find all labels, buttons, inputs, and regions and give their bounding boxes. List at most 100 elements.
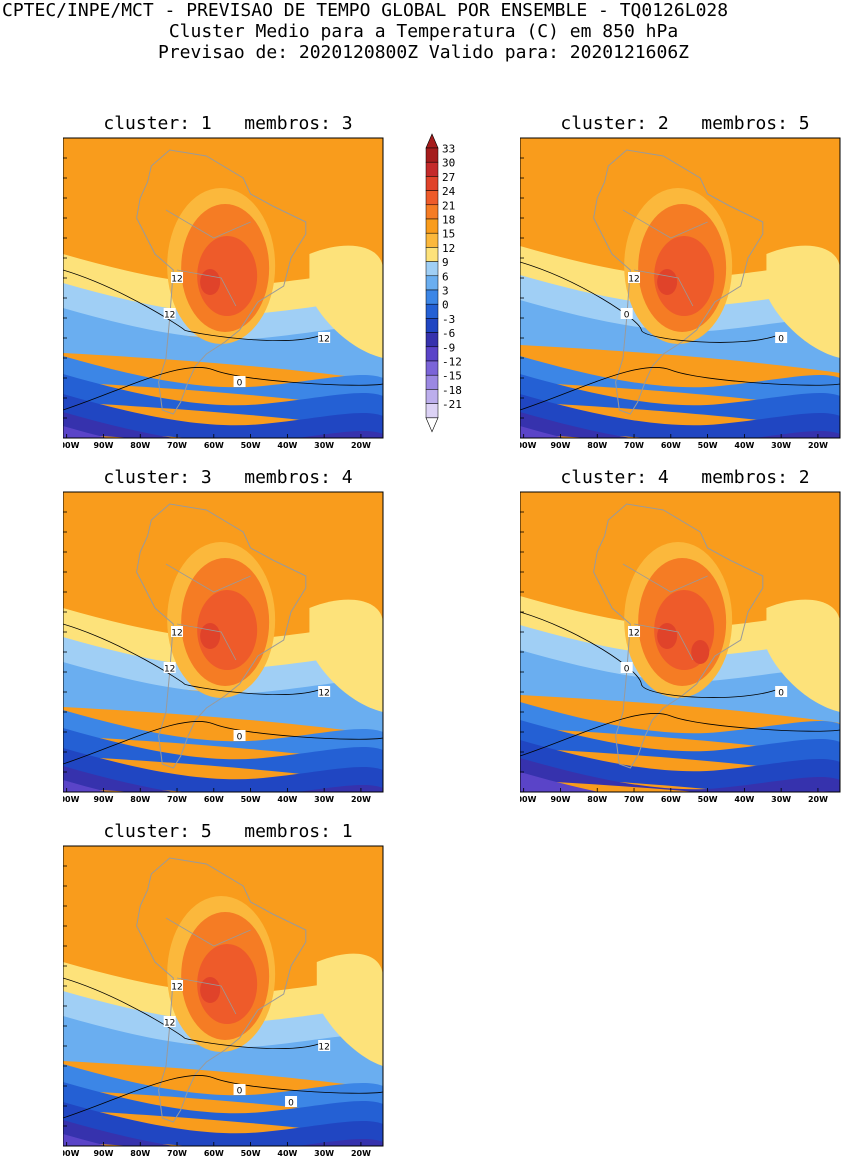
lon-tick-label: 30W bbox=[314, 795, 334, 804]
lon-tick-label: 100W bbox=[520, 795, 537, 804]
lon-tick-label: 30W bbox=[314, 441, 334, 450]
lon-tick-label: 80W bbox=[587, 795, 607, 804]
contour-label: 12 bbox=[318, 1043, 329, 1053]
colorbar-level-label: -18 bbox=[442, 384, 462, 397]
lon-tick-label: 40W bbox=[277, 795, 297, 804]
temperature-map: 121212015N10N5NEQ5S10S15S20S25S30S35S40S… bbox=[63, 137, 384, 450]
colorbar-swatch bbox=[425, 318, 439, 333]
lon-tick-label: 50W bbox=[241, 441, 261, 450]
contour-label: 12 bbox=[318, 335, 329, 345]
lon-tick-label: 50W bbox=[698, 795, 718, 804]
lon-tick-label: 100W bbox=[63, 1149, 80, 1158]
contour-label: 12 bbox=[164, 665, 175, 675]
colorbar-swatch bbox=[425, 204, 439, 220]
colorbar-bottom-arrow bbox=[425, 417, 439, 433]
colorbar-level-label: 3 bbox=[442, 285, 449, 298]
contour-label: 12 bbox=[171, 983, 182, 993]
map-panel-cluster-3: cluster: 3 membros: 4 121212015N10N5NEQ5… bbox=[63, 467, 393, 804]
temperature-map: 120015N10N5NEQ5S10S15S20S25S30S35S40S45S… bbox=[520, 491, 841, 804]
panel-title: cluster: 4 membros: 2 bbox=[560, 467, 810, 488]
lon-tick-label: 90W bbox=[93, 1149, 113, 1158]
lon-tick-label: 90W bbox=[93, 795, 113, 804]
lon-tick-label: 40W bbox=[277, 1149, 297, 1158]
contour-label: 0 bbox=[778, 335, 784, 345]
lon-tick-label: 80W bbox=[130, 1149, 150, 1158]
lon-tick-label: 20W bbox=[351, 441, 371, 450]
colorbar-level-label: 33 bbox=[442, 143, 455, 156]
lon-tick-label: 50W bbox=[698, 441, 718, 450]
colorbar-swatch bbox=[425, 218, 439, 234]
contour-label: 12 bbox=[164, 1019, 175, 1029]
colorbar-swatch bbox=[425, 403, 439, 419]
contour-label: 12 bbox=[164, 311, 175, 321]
panel-title: cluster: 3 membros: 4 bbox=[103, 467, 353, 488]
colorbar-level-label: -3 bbox=[442, 313, 455, 326]
colorbar-level-label: 24 bbox=[442, 185, 456, 198]
header-dates: Previsao de: 2020120800Z Valido para: 20… bbox=[157, 42, 689, 63]
contour-label: 12 bbox=[171, 275, 182, 285]
lon-tick-label: 40W bbox=[734, 441, 754, 450]
lon-tick-label: 20W bbox=[351, 795, 371, 804]
figure-header: CPTEC/INPE/MCT - PREVISAO DE TEMPO GLOBA… bbox=[0, 0, 847, 63]
panel-title: cluster: 5 membros: 1 bbox=[103, 821, 353, 842]
colorbar-level-label: -9 bbox=[442, 341, 455, 354]
lon-tick-label: 60W bbox=[204, 441, 224, 450]
colorbar-level-label: 12 bbox=[442, 242, 455, 255]
colorbar-level-label: -6 bbox=[442, 327, 455, 340]
lon-tick-label: 50W bbox=[241, 795, 261, 804]
temperature-map: 1212120015N10N5NEQ5S10S15S20S25S30S35S40… bbox=[63, 845, 384, 1158]
map-panel-cluster-4: cluster: 4 membros: 2 120015N10N5NEQ5S10… bbox=[520, 467, 847, 804]
lon-tick-label: 90W bbox=[550, 795, 570, 804]
contour-label: 0 bbox=[624, 665, 630, 675]
contour-label: 12 bbox=[171, 629, 182, 639]
colorbar-level-label: 30 bbox=[442, 157, 455, 170]
contour-label: 0 bbox=[778, 689, 784, 699]
colorbar-level-label: -21 bbox=[442, 398, 462, 411]
map-panel-cluster-5: cluster: 5 membros: 1 1212120015N10N5NEQ… bbox=[63, 821, 393, 1158]
lon-tick-label: 20W bbox=[808, 441, 828, 450]
colorbar-level-label: 18 bbox=[442, 214, 455, 227]
lon-tick-label: 40W bbox=[734, 795, 754, 804]
colorbar-level-label: 9 bbox=[442, 256, 449, 269]
colorbar-swatch bbox=[425, 275, 439, 291]
contour-label: 12 bbox=[628, 275, 639, 285]
panel-title: cluster: 2 membros: 5 bbox=[560, 113, 810, 134]
map-panel-cluster-2: cluster: 2 membros: 5 120015N10N5NEQ5S10… bbox=[520, 113, 847, 450]
colorbar-swatch bbox=[425, 332, 439, 348]
colorbar-swatch bbox=[425, 176, 439, 191]
lon-tick-label: 80W bbox=[130, 795, 150, 804]
lon-tick-label: 70W bbox=[624, 795, 644, 804]
lon-tick-label: 100W bbox=[63, 441, 80, 450]
colorbar-level-label: 21 bbox=[442, 199, 455, 212]
lon-tick-label: 60W bbox=[661, 795, 681, 804]
colorbar-swatch bbox=[425, 261, 439, 277]
contour-label: 0 bbox=[237, 733, 243, 743]
lon-tick-label: 60W bbox=[204, 1149, 224, 1158]
lon-tick-label: 40W bbox=[277, 441, 297, 450]
temperature-map: 121212015N10N5NEQ5S10S15S20S25S30S35S40S… bbox=[63, 491, 384, 804]
colorbar-top-arrow bbox=[425, 133, 439, 149]
header-title: CPTEC/INPE/MCT - PREVISAO DE TEMPO GLOBA… bbox=[2, 0, 729, 21]
lon-tick-label: 30W bbox=[771, 441, 791, 450]
header-subtitle: Cluster Medio para a Temperatura (C) em … bbox=[168, 21, 679, 42]
colorbar-swatch bbox=[425, 289, 439, 305]
lon-tick-label: 80W bbox=[587, 441, 607, 450]
lon-tick-label: 50W bbox=[241, 1149, 261, 1158]
colorbar-level-label: 6 bbox=[442, 270, 449, 283]
lon-tick-label: 70W bbox=[167, 441, 187, 450]
lon-tick-label: 70W bbox=[624, 441, 644, 450]
temperature-map: 120015N10N5NEQ5S10S15S20S25S30S35S40S45S… bbox=[520, 137, 841, 450]
lon-tick-label: 30W bbox=[314, 1149, 334, 1158]
lon-tick-label: 30W bbox=[771, 795, 791, 804]
map-panel-cluster-1: cluster: 1 membros: 3 121212015N10N5NEQ5… bbox=[63, 113, 393, 450]
panel-title: cluster: 1 membros: 3 bbox=[103, 113, 353, 134]
colorbar-swatch bbox=[425, 190, 439, 206]
lon-tick-label: 60W bbox=[204, 795, 224, 804]
colorbar-level-label: -12 bbox=[442, 356, 462, 369]
colorbar-swatch bbox=[425, 303, 439, 319]
lon-tick-label: 20W bbox=[351, 1149, 371, 1158]
contour-label: 12 bbox=[318, 689, 329, 699]
lon-tick-label: 70W bbox=[167, 795, 187, 804]
colorbar-swatch bbox=[425, 232, 439, 248]
